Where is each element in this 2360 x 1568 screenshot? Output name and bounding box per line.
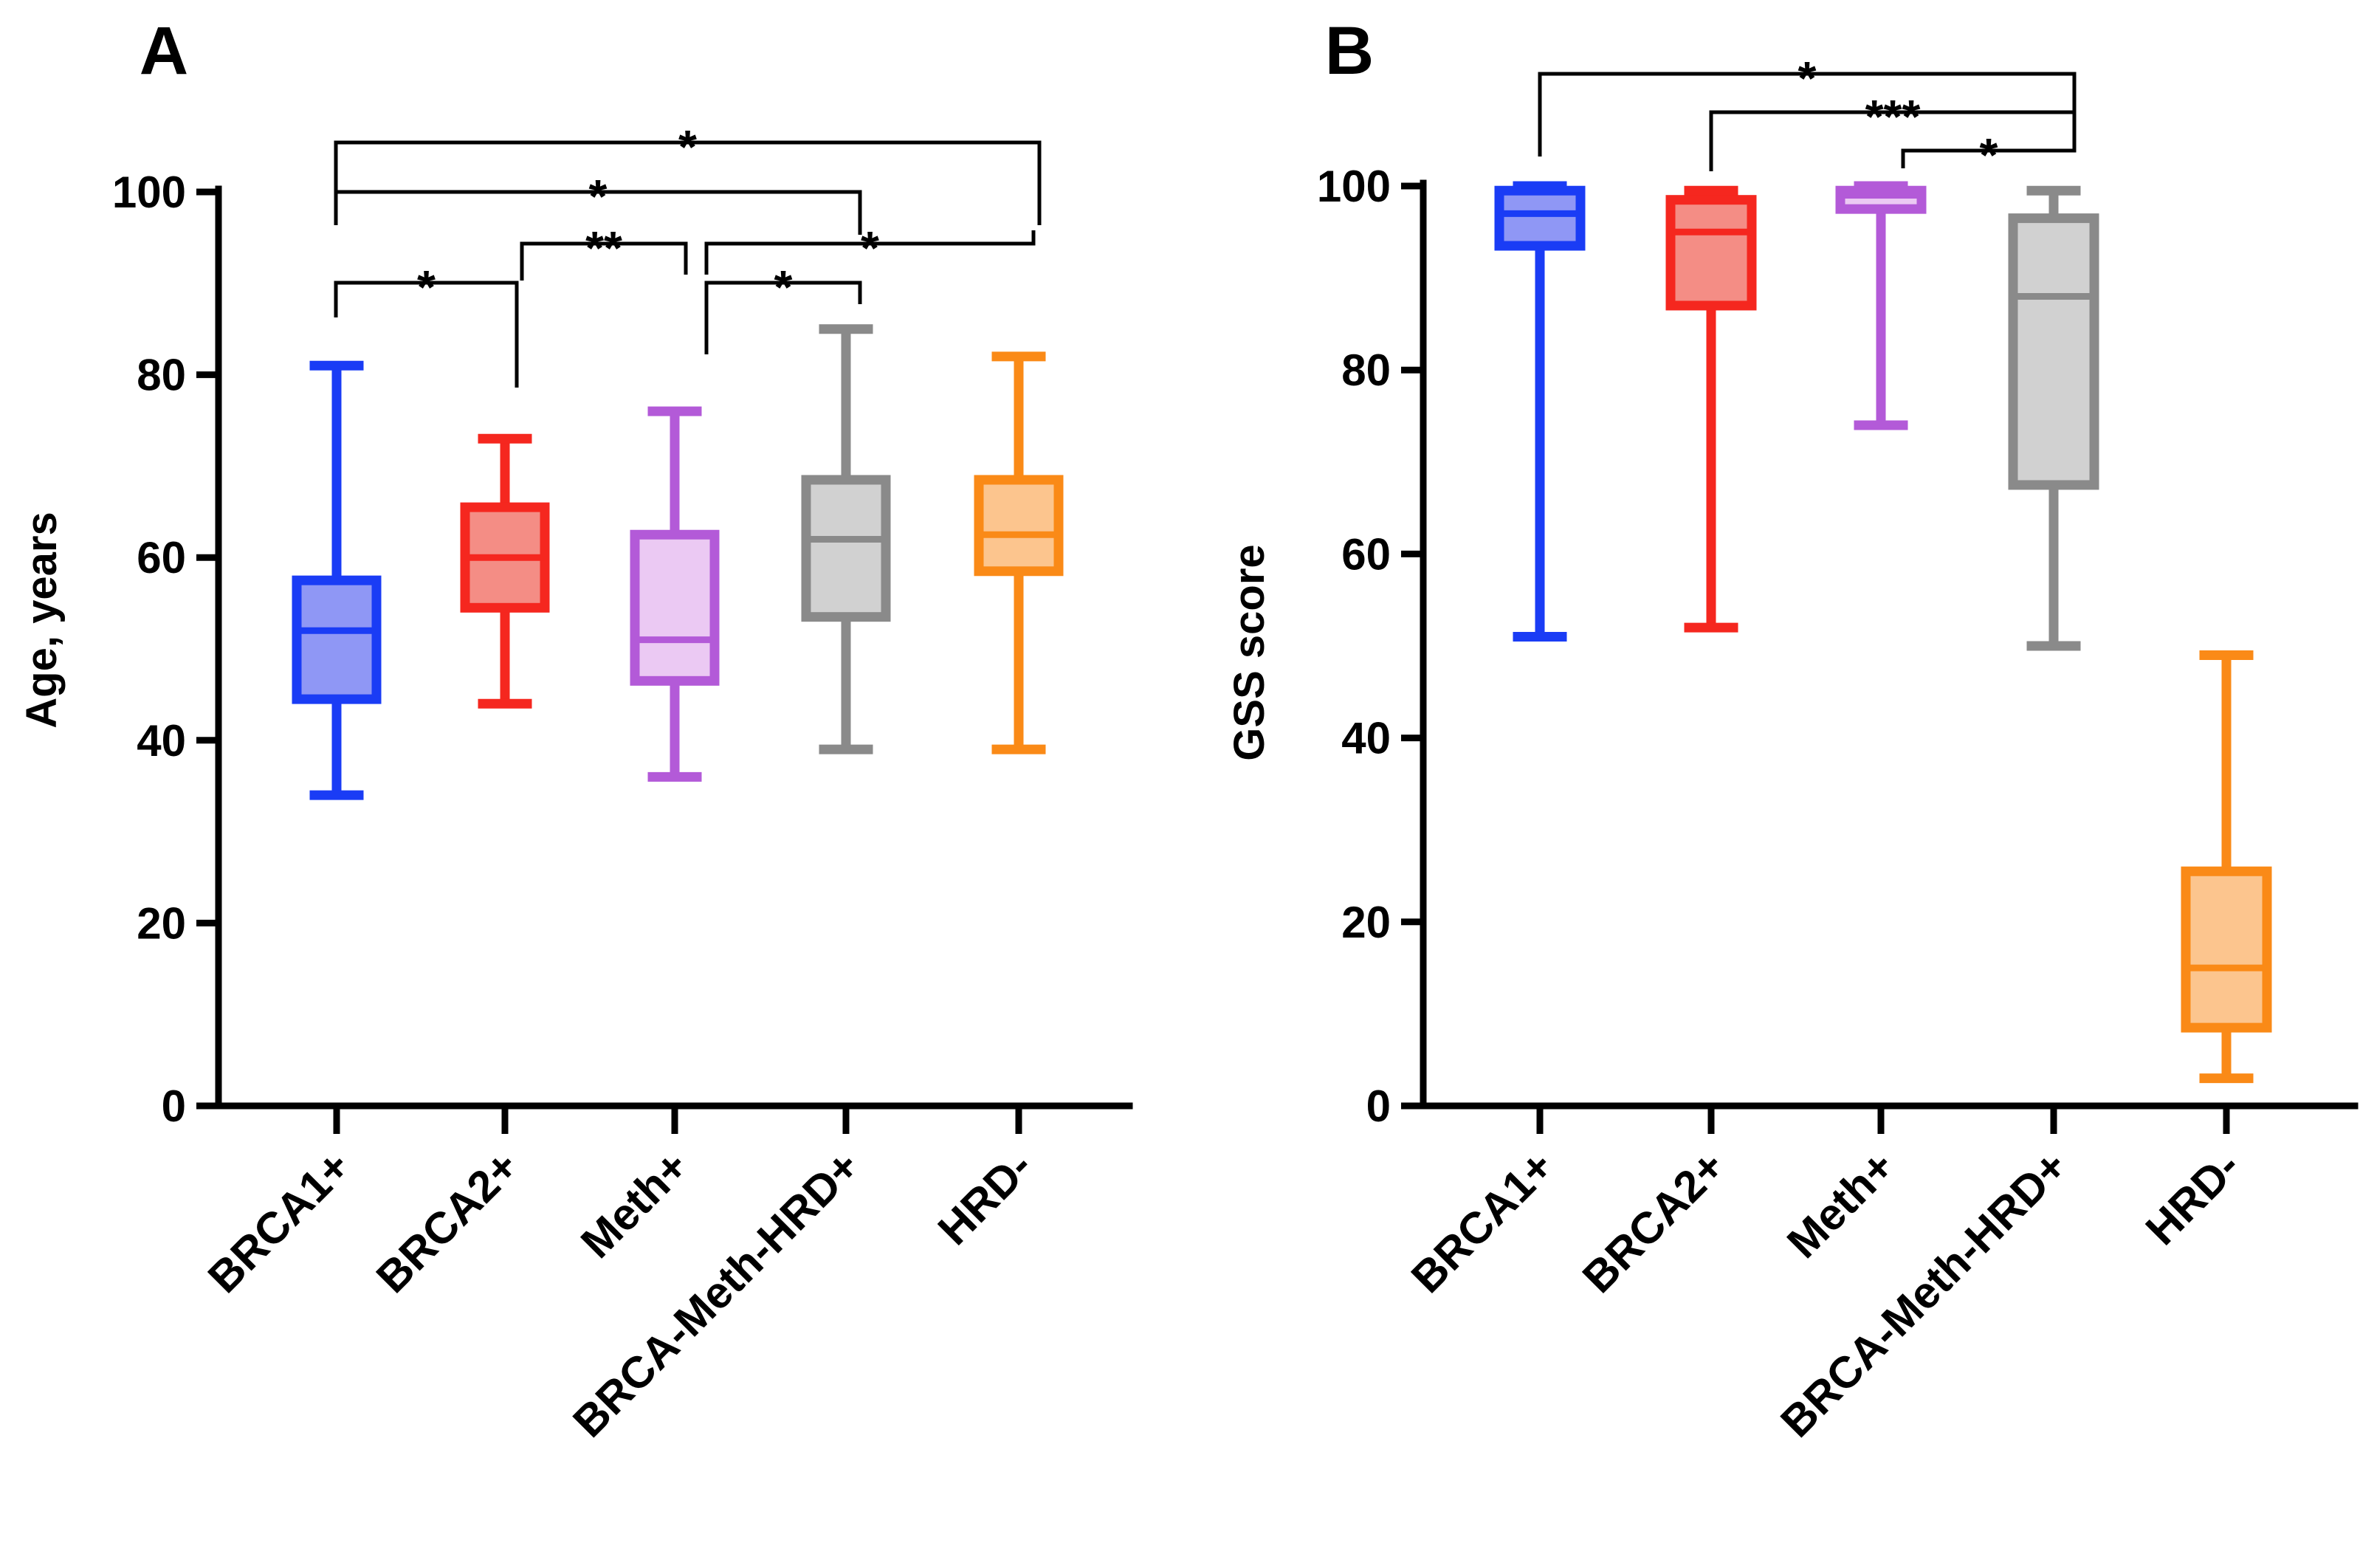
- box-group: [2008, 185, 2099, 651]
- box-iqr: [801, 475, 891, 622]
- box-group: [630, 406, 720, 782]
- y-tick-label: 80: [1341, 345, 1391, 395]
- significance-label: ***: [1865, 90, 1921, 143]
- x-category-label: BRCA1+: [199, 1141, 359, 1302]
- box-iqr: [1665, 195, 1757, 311]
- panel-b: B GSS score 0 20 40 60 80 100 BRCA1+ BRCA2+ Meth+B…: [1225, 13, 2359, 1447]
- significance-label: *: [774, 261, 793, 314]
- significance-bracket: [1901, 133, 2077, 168]
- x-category-label: BRCA2+: [1573, 1141, 1734, 1302]
- significance-label: *: [1798, 52, 1817, 105]
- y-tick-label: 60: [1341, 529, 1391, 579]
- box-iqr: [630, 529, 720, 686]
- significance-bracket: [520, 241, 688, 281]
- significance-bracket: [704, 281, 862, 354]
- significance-label: *: [861, 221, 879, 275]
- y-tick-label: 80: [137, 351, 186, 400]
- panel-letter: A: [140, 13, 188, 89]
- box-iqr: [1494, 185, 1586, 251]
- box-group: [1835, 181, 1927, 430]
- box-group: [1494, 181, 1586, 642]
- x-category-label: HRD-: [2136, 1141, 2249, 1254]
- y-tick-label: 0: [1366, 1082, 1391, 1131]
- significance-label: **: [585, 221, 622, 275]
- y-tick-label: 20: [1341, 898, 1391, 947]
- box-iqr: [292, 575, 382, 704]
- y-axis-title: Age, years: [18, 512, 66, 728]
- box-iqr: [2181, 866, 2272, 1033]
- significance-bracket: [1538, 72, 2077, 157]
- significance-bracket: [334, 190, 862, 235]
- significance-label: *: [589, 170, 608, 223]
- panel-letter: B: [1325, 13, 1374, 89]
- y-tick-label: 60: [137, 533, 186, 582]
- box-group: [1665, 185, 1757, 633]
- x-category-label: HRD-: [929, 1141, 1042, 1254]
- significance-bracket: [704, 230, 1036, 275]
- box-iqr: [974, 475, 1064, 577]
- y-tick-label: 40: [137, 716, 186, 766]
- box-iqr: [2008, 213, 2099, 490]
- box-group: [2181, 650, 2272, 1084]
- y-tick-label: 100: [112, 168, 186, 217]
- x-category-label: BRCA-Meth-HRD+: [1771, 1141, 2077, 1447]
- x-category-label: BRCA2+: [367, 1141, 528, 1302]
- box-group: [801, 324, 891, 754]
- box-group: [292, 360, 382, 800]
- x-category-label: BRCA1+: [1402, 1141, 1563, 1302]
- box-group: [974, 351, 1064, 754]
- y-tick-label: 0: [162, 1082, 186, 1131]
- significance-label: *: [678, 120, 697, 173]
- x-category-label: Meth+: [571, 1141, 698, 1268]
- significance-bracket: [1709, 110, 2077, 171]
- significance-label: *: [417, 261, 436, 314]
- significance-bracket: [334, 140, 1042, 225]
- y-tick-label: 40: [1341, 714, 1391, 763]
- y-tick-label: 100: [1317, 162, 1391, 211]
- significance-bracket: [334, 281, 519, 388]
- panel-a: A Age, years 0 20 40 60 80 100 BRCA1+ BRCA2+ Meth+…: [18, 13, 1133, 1447]
- y-axis-title: GSS score: [1225, 544, 1273, 760]
- box-group: [460, 433, 550, 709]
- y-tick-label: 20: [137, 898, 186, 948]
- x-category-label: Meth+: [1778, 1141, 1904, 1268]
- x-category-label: BRCA-Meth-HRD+: [563, 1141, 869, 1447]
- significance-label: *: [1980, 128, 1998, 182]
